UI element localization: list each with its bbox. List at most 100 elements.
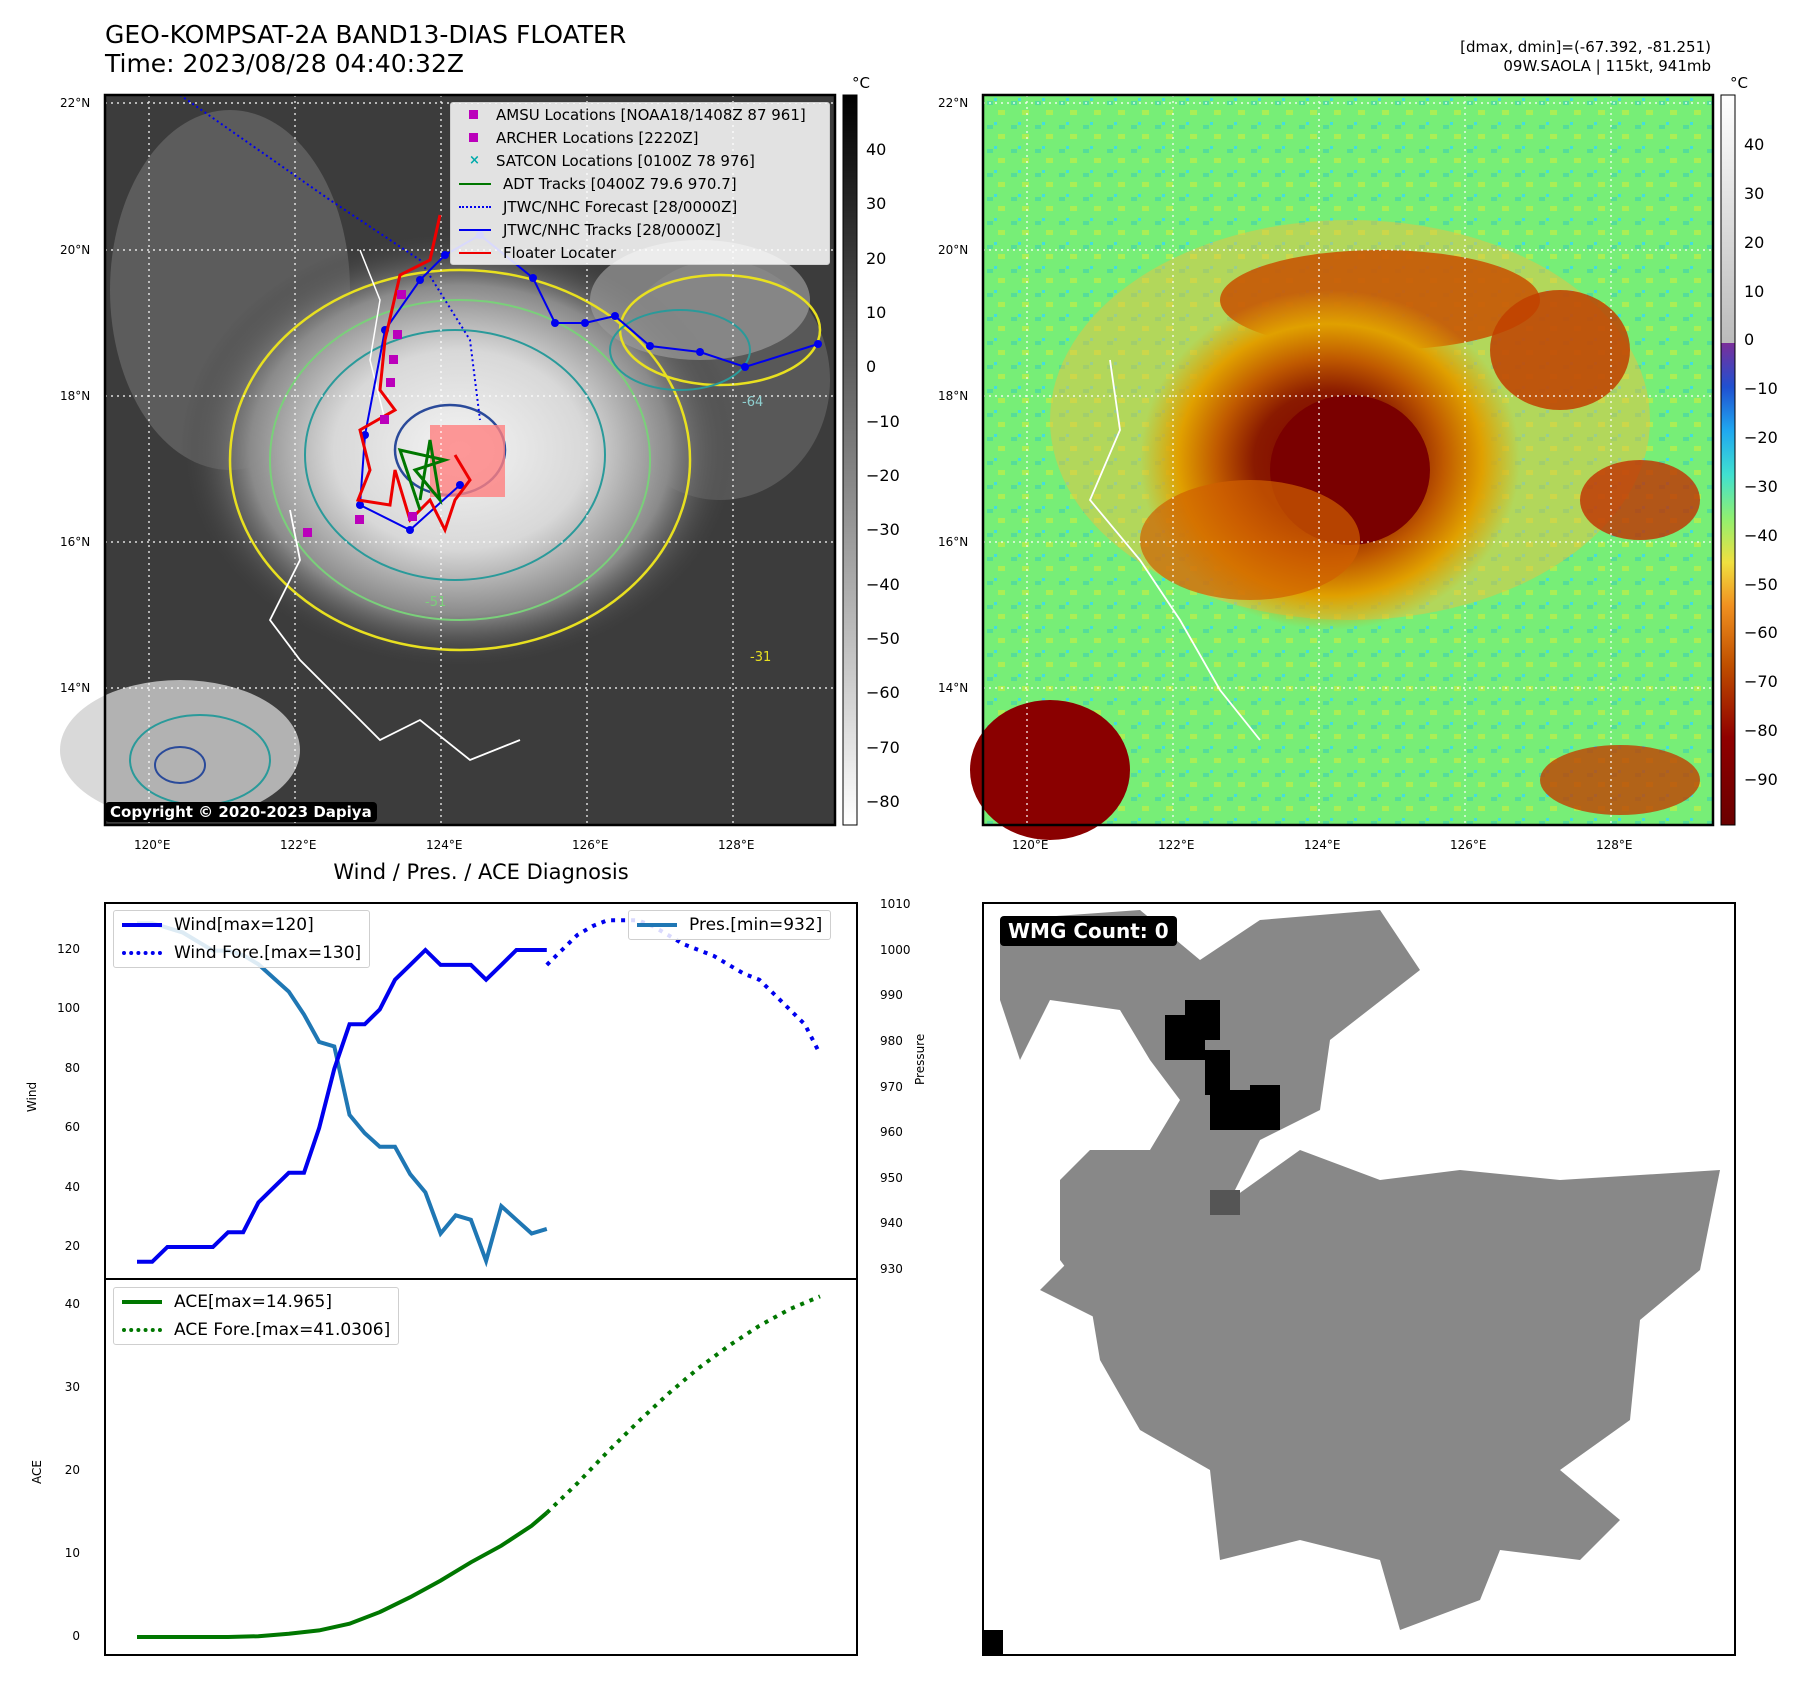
lat-label: 22°N [60,96,91,110]
lon-label: 124°E [1304,838,1341,852]
axis-tick-label: 40 [64,1179,80,1194]
tick-label: −40 [866,574,900,594]
tick-label: 40 [866,140,887,159]
tick-label: 10 [1744,281,1765,301]
lat-label: 18°N [938,389,969,403]
x-marker-icon: × [469,153,480,168]
lat-label: 18°N [60,389,91,403]
wind-line [137,947,547,1264]
lon-label: 120°E [1012,838,1049,852]
axis-tick-label: 990 [880,988,903,1003]
axis-tick-label: 20 [64,1463,80,1477]
amsu-archer-markers [303,290,417,537]
tick-label: −60 [1744,623,1778,643]
lat-label: 20°N [60,243,91,257]
legend-jtwc-forecast: JTWC/NHC Forecast [28/0000Z] [503,197,738,216]
legend-adt: ADT Tracks [0400Z 79.6 970.7] [503,174,737,193]
adt-track-line [397,439,451,511]
legend-ace: ACE[max=14.965] [174,1292,332,1312]
contour-label: -31 [750,650,772,665]
legend-wind: Wind[max=120] [174,915,314,935]
wmg-count-badge: WMG Count: 0 [1000,916,1177,946]
legend-archer: ARCHER Locations [2220Z] [496,128,699,147]
axis-tick-label: 80 [64,1060,80,1075]
legend-ace-forecast: ACE Fore.[max=41.0306] [174,1320,391,1340]
floater-locater-line [355,214,472,534]
tick-label: −10 [866,411,900,431]
ir-color-map [970,93,1715,840]
dot-line-icon [459,228,491,231]
ace-axes [104,1278,858,1656]
dotted-line-icon [122,1328,162,1332]
axis-tick-label: 120 [57,942,80,956]
tick-label: 30 [1744,183,1765,203]
tick-label: −10 [1744,379,1778,399]
lat-label: 16°N [938,535,969,549]
tick-label: −20 [866,466,900,485]
tick-label: 20 [1744,232,1765,252]
legend-pressure: Pres.[min=932] [689,915,823,935]
figure-title: GEO-KOMPSAT-2A BAND13-DIAS FLOATER Time:… [105,20,627,78]
colorbar-unit: °C [852,74,870,92]
axis-tick-label: 940 [880,1216,903,1231]
lat-label: 14°N [938,681,969,695]
square-marker-icon [469,133,478,142]
tick-label: 20 [866,248,887,268]
wmg-panel [982,902,1736,1656]
lon-label: 126°E [572,838,609,852]
axis-tick-label: 40 [64,1297,80,1311]
color-colorbar [1720,94,1736,826]
ir-gray-map [60,93,837,827]
lon-label: 122°E [1158,838,1195,852]
axis-tick-label: 1000 [880,942,911,957]
pressure-line [137,921,548,1268]
ace-ylabel: ACE [29,1460,44,1484]
tick-label: −80 [866,792,900,811]
axis-tick-label: 60 [64,1120,80,1135]
solid-line-icon [122,1300,162,1304]
diagnosis-title: Wind / Pres. / ACE Diagnosis [333,860,629,884]
tick-label: −30 [866,520,900,540]
square-marker-icon [469,110,478,119]
ace-forecast-line [545,1294,821,1515]
solid-line-icon [122,923,162,927]
axis-tick-label: 960 [880,1125,903,1140]
tick-label: −50 [1744,574,1778,594]
tick-label: 10 [866,303,887,322]
axis-tick-label: 970 [880,1079,903,1094]
axis-tick-label: 1010 [880,897,911,911]
lon-label: 128°E [1596,838,1633,852]
wind-legend: Wind[max=120] Wind Fore.[max=130] [113,910,371,968]
legend-amsu: AMSU Locations [NOAA18/1408Z 87 961] [496,105,806,124]
lon-label: 120°E [134,838,171,852]
map-legend: AMSU Locations [NOAA18/1408Z 87 961] ARC… [450,102,830,265]
jtwc-forecast-line [179,94,481,421]
wind-forecast-line [545,918,822,1055]
tick-label: −20 [1744,428,1778,448]
lon-label: 128°E [718,838,755,852]
solid-line-icon [459,251,491,254]
colorbar-unit: °C [1730,74,1748,92]
ace-line [137,1511,549,1639]
pressure-legend: Pres.[min=932] [628,910,832,940]
tick-label: −40 [1744,525,1778,545]
lon-label: 122°E [280,838,317,852]
lat-label: 14°N [60,681,91,695]
solid-line-icon [637,923,677,927]
lon-label: 126°E [1450,838,1487,852]
legend-floater: Floater Locater [503,243,617,262]
tick-label: −60 [866,683,900,703]
legend-wind-forecast: Wind Fore.[max=130] [174,943,362,963]
axis-tick-label: 0 [72,1629,80,1643]
dotted-line-icon [122,951,162,955]
tick-label: −80 [1744,721,1778,741]
axis-tick-label: 20 [64,1239,80,1253]
map2-gridlines [983,95,1713,825]
lat-label: 22°N [938,96,969,110]
storm-stats: [dmax, dmin]=(-67.392, -81.251) 09W.SAOL… [1460,38,1711,75]
lon-label: 124°E [426,838,463,852]
dotted-line-icon [459,205,491,208]
axis-tick-label: 930 [880,1262,903,1276]
legend-satcon: SATCON Locations [0100Z 78 976] [496,151,755,170]
